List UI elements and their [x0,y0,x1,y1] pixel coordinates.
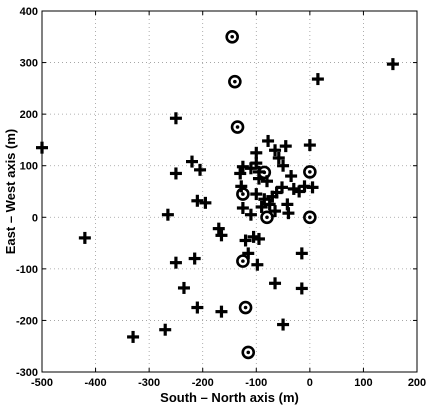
circle-dot-marker [260,210,274,225]
circle-dot-marker [236,254,250,268]
plus-marker [199,196,212,209]
y-tick-label: -300 [16,367,38,379]
plus-marker [255,200,268,213]
plus-marker [215,305,228,318]
plus-marker [235,180,248,193]
plus-marker [191,194,204,207]
y-tick-label: 200 [20,109,38,121]
plus-marker [161,208,174,221]
grid-lines [42,11,417,372]
data-markers [36,29,399,360]
plus-marker [169,256,182,269]
plus-marker [252,232,265,245]
plus-marker [239,234,252,247]
x-tick-label: 0 [307,377,313,389]
axis-ticks: -500 -400 -300 -200 -100 0 100 200 -300 -200 -100 0… [16,6,426,389]
plus-marker [250,188,263,201]
plus-marker [276,181,288,194]
plus-marker [159,323,172,336]
circle-dot-marker [303,165,317,179]
plus-marker [215,229,228,242]
plus-marker [191,301,204,314]
plus-marker [263,198,276,211]
plus-marker [295,282,308,295]
plus-marker [36,141,48,154]
plus-marker [186,155,198,168]
plot-frame [41,10,418,373]
plus-marker [244,208,257,221]
circle-dot-marker [225,29,239,44]
plus-marker [285,170,298,183]
x-tick-label: -200 [192,377,214,389]
plus-marker [177,281,190,294]
circle-dot-marker [230,120,245,134]
plus-marker [250,146,263,159]
circle-dot-marker [241,345,256,360]
plus-marker [386,58,399,71]
plus-marker [311,73,324,86]
plus-marker [194,163,207,176]
plus-marker [234,167,247,180]
x-tick-label: -400 [85,377,107,389]
y-tick-label: 300 [20,58,38,70]
y-tick-label: 0 [32,212,38,224]
x-tick-label: 200 [408,377,426,389]
plus-marker [236,202,249,215]
plus-marker [303,139,316,152]
plus-marker [169,167,182,180]
plus-marker [262,134,275,147]
circle-dot-marker [236,187,250,201]
x-tick-label: 100 [354,377,372,389]
circle-dot-marker [228,74,242,89]
plus-marker [279,140,292,153]
plus-marker [127,330,140,343]
circle-dot-marker [257,165,272,180]
plus-marker [306,181,319,194]
x-tick-label: -100 [245,377,267,389]
plus-marker [277,318,290,331]
x-tick-label: -300 [138,377,160,389]
x-tick-label: -500 [31,377,53,389]
y-tick-label: -100 [16,264,38,276]
plus-marker [277,159,290,172]
circle-dot-marker [238,300,253,315]
y-tick-label: 100 [20,161,38,173]
plus-marker [272,151,285,164]
circle-dot-marker [303,210,317,225]
plus-marker [250,157,263,170]
y-tick-label: 400 [20,6,38,18]
y-tick-label: -200 [16,315,38,327]
x-axis-label: South – North axis (m) [160,390,299,405]
plus-marker [295,247,308,260]
plus-marker [78,231,91,244]
plus-marker [269,205,282,218]
y-axis-label: East – West axis (m) [3,129,18,254]
plus-marker [251,258,264,271]
plus-marker [269,144,282,157]
plus-marker [212,222,225,235]
plus-marker [169,112,182,125]
plus-marker [269,277,282,290]
plus-marker [188,252,201,265]
plus-marker [282,207,295,220]
